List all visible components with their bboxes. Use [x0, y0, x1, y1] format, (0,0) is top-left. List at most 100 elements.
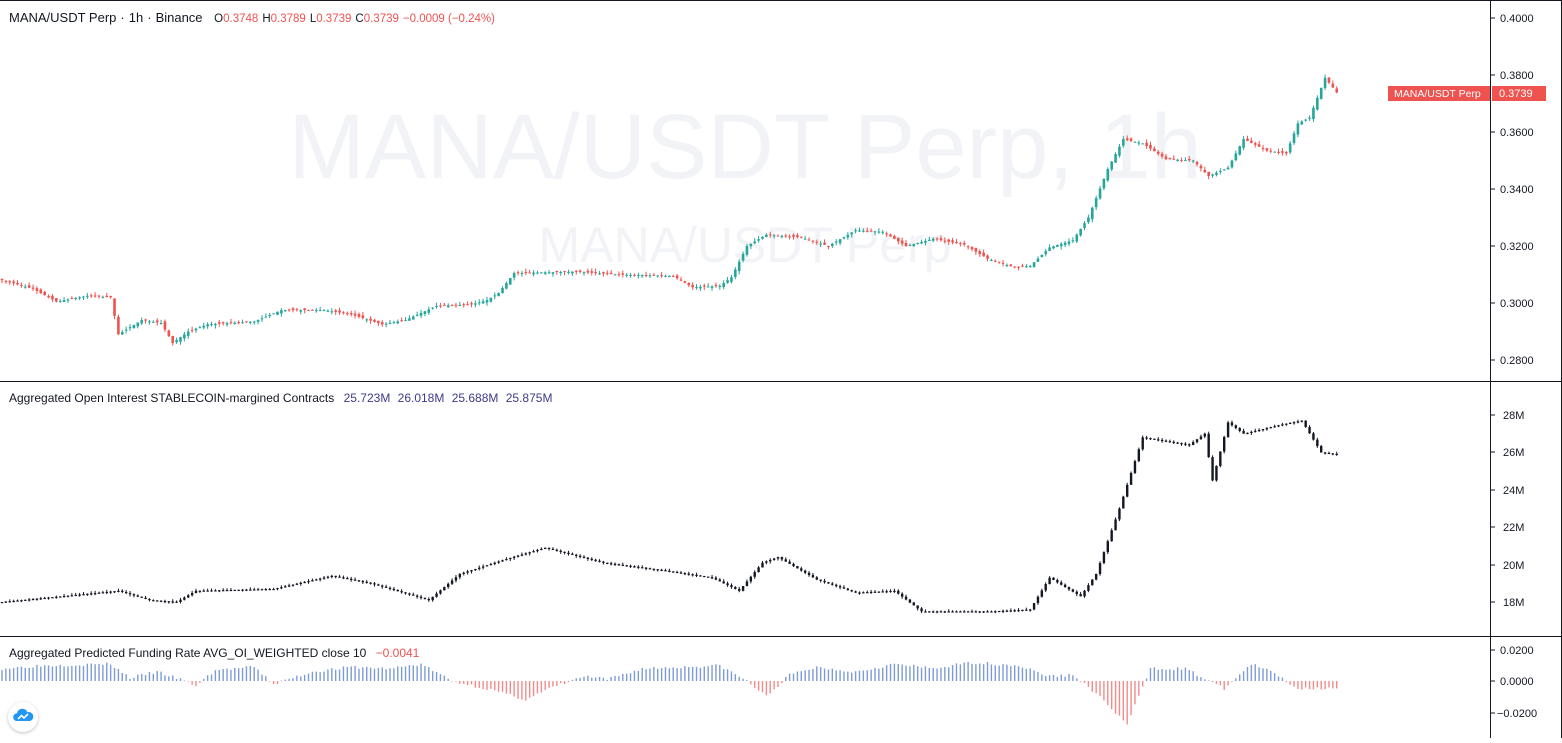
oi-candle-body: [280, 587, 283, 589]
funding-bar: [525, 681, 527, 701]
funding-bar: [148, 672, 151, 681]
price-candle-body: [683, 281, 687, 283]
price-candle-body: [993, 260, 997, 262]
funding-bar: [234, 667, 236, 681]
funding-bar: [913, 664, 915, 681]
oi-candle-body: [1083, 590, 1086, 597]
funding-title: Aggregated Predicted Funding Rate AVG_OI…: [9, 646, 367, 660]
oi-candle-body: [893, 590, 896, 592]
price-candle-body: [547, 272, 551, 274]
price-candle-body: [1250, 140, 1253, 143]
price-candle-body: [384, 323, 388, 325]
price-candle-body: [1292, 133, 1296, 143]
oi-candle-body: [536, 550, 539, 552]
price-candle-body: [105, 295, 109, 298]
price-candle-body: [834, 241, 838, 243]
oi-candle-body: [1300, 420, 1303, 422]
funding-bar: [497, 681, 500, 692]
oi-candle-body: [551, 548, 555, 550]
price-candle-body: [1300, 121, 1304, 125]
main-legend[interactable]: MANA/USDT Perp · 1h · Binance O0.3748 H0.3789…: [9, 10, 503, 25]
price-candle-body: [1106, 169, 1110, 181]
price-candle-body: [427, 309, 431, 313]
funding-bar: [280, 680, 283, 682]
oi-candle-body: [322, 577, 326, 579]
price-axis[interactable]: 0.4000 0.3800 0.3600 0.3400 0.3200 0.300…: [1490, 13, 1534, 367]
oi-candle-body: [862, 592, 865, 594]
price-candle-body: [986, 255, 989, 259]
oi-candle-body: [606, 562, 609, 564]
oi-candle-body: [315, 579, 318, 581]
price-candle-body: [1036, 258, 1040, 262]
oi-candle-body: [672, 571, 675, 573]
price-candle-body: [939, 238, 943, 241]
oi-candle-body: [338, 576, 341, 578]
funding-bar: [734, 674, 737, 681]
funding-bar: [761, 681, 764, 693]
funding-bar: [179, 678, 182, 681]
price-candle-body: [935, 238, 939, 240]
funding-bar: [315, 671, 317, 681]
price-candle-body: [792, 234, 795, 237]
oi-candle-body: [1118, 508, 1121, 520]
funding-bar: [1320, 681, 1322, 690]
price-candle-body: [916, 242, 919, 244]
oi-candle-body: [493, 562, 496, 564]
funding-bar: [998, 665, 1000, 681]
funding-bar: [575, 678, 577, 681]
price-candle-body: [644, 274, 648, 276]
price-candle-body: [737, 261, 741, 272]
oi-candle-body: [1091, 579, 1094, 586]
oi-candle-body: [1129, 472, 1133, 485]
funding-axis[interactable]: 0.0200 0.0000 −0.0200: [1490, 645, 1537, 720]
price-candle-body: [551, 272, 555, 274]
funding-legend[interactable]: Aggregated Predicted Funding Rate AVG_OI…: [9, 646, 423, 660]
funding-bar: [424, 666, 426, 681]
oi-candle-body: [163, 600, 167, 603]
tradingview-logo[interactable]: [8, 702, 38, 732]
oi-candle-body: [1242, 430, 1245, 434]
price-candle-body: [586, 270, 590, 273]
price-candle-body: [1137, 142, 1141, 144]
oi-candle-body: [1277, 425, 1280, 427]
oi-candle-body: [55, 596, 58, 598]
funding-bar: [637, 671, 640, 681]
funding-bar: [490, 681, 492, 689]
oi-candle-body: [295, 583, 299, 585]
oi-candle-body: [144, 597, 147, 599]
funding-bar: [470, 681, 473, 685]
price-candle-body: [842, 237, 846, 239]
oi-candle-body: [904, 596, 908, 600]
funding-bar: [641, 667, 643, 681]
oi-candle-body: [12, 600, 15, 603]
funding-bar: [664, 667, 667, 681]
price-candle-body: [1172, 158, 1176, 160]
oi-candle-body: [47, 597, 50, 599]
funding-bar: [1332, 681, 1334, 689]
oi-axis[interactable]: 28M 26M 24M 22M 20M 18M: [1490, 410, 1524, 609]
price-candle-body: [505, 283, 508, 289]
funding-bar: [117, 668, 120, 681]
funding-tick-label: −0.0200: [1497, 708, 1537, 720]
funding-bar: [777, 681, 779, 687]
oi-candle-body: [4, 601, 8, 603]
funding-bar: [47, 665, 50, 681]
price-candle-body: [1001, 262, 1005, 264]
funding-bar: [172, 675, 174, 681]
price-candle-body: [497, 293, 500, 297]
oi-candle-body: [478, 567, 481, 569]
oi-candle-body: [62, 596, 66, 598]
oi-candle-body: [1056, 580, 1059, 583]
funding-bar: [350, 666, 352, 681]
price-candle-body: [318, 310, 322, 312]
funding-bar: [303, 674, 306, 681]
price-tag-value: 0.3739: [1499, 88, 1533, 100]
oi-candle-body: [384, 586, 388, 588]
oi-candle-body: [132, 594, 136, 596]
oi-candle-body: [792, 563, 795, 567]
oi-candle-body: [1304, 420, 1307, 427]
oi-candle-body: [202, 590, 205, 592]
oi-candle-body: [644, 567, 648, 569]
oi-legend[interactable]: Aggregated Open Interest STABLECOIN-marg…: [9, 391, 556, 405]
